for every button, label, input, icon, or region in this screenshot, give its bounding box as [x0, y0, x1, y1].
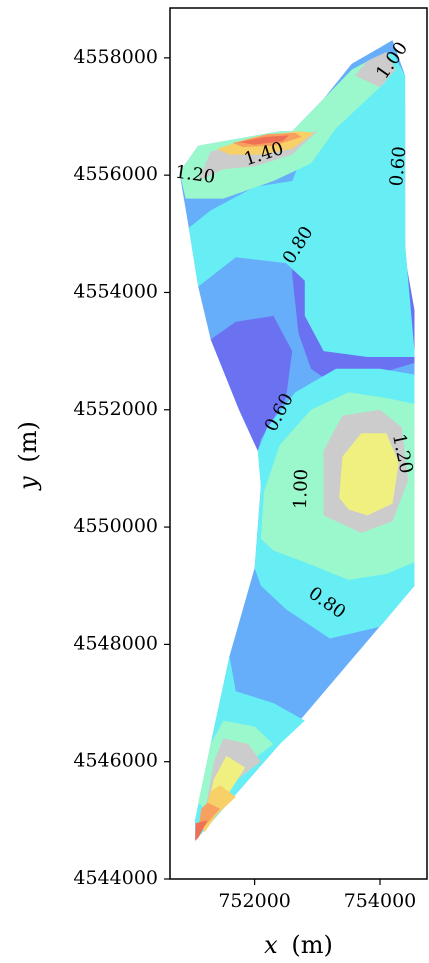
contour-region-4 [188, 52, 415, 357]
x-axis: 752000 754000 [218, 879, 416, 912]
y-axis-label-unit: (m) [14, 421, 42, 462]
x-tick-label-0: 752000 [218, 890, 291, 912]
contour-label-7: 1.00 [290, 469, 312, 510]
contour-region-2 [210, 315, 293, 451]
contour-region-19 [197, 802, 221, 840]
contour-region-14 [339, 433, 399, 516]
y-axis-label-var: y [14, 476, 42, 491]
y-tick-label-3: 4550000 [73, 515, 158, 537]
contour-fill-layer [179, 40, 415, 841]
y-tick-label-0: 4544000 [73, 867, 158, 889]
y-axis-label: y (m) [14, 421, 42, 491]
y-tick-label-1: 4546000 [73, 750, 158, 772]
x-axis-label: x (m) [264, 931, 333, 959]
y-tick-label-4: 4552000 [73, 398, 158, 420]
x-tick-label-1: 754000 [344, 890, 417, 912]
plot-frame [169, 7, 428, 880]
contour-region-21 [195, 820, 208, 841]
y-axis: 4544000 4546000 4548000 4550000 4552000 45540… [73, 46, 170, 889]
y-tick-label-6: 4556000 [73, 163, 158, 185]
contour-label-3: 1.20 [174, 162, 217, 188]
x-axis-label-var: x [264, 931, 278, 959]
x-axis-label-unit: (m) [291, 931, 332, 959]
y-tick-label-2: 4548000 [73, 632, 158, 654]
contour-label-1: 0.60 [386, 145, 410, 187]
contour-region-12 [354, 52, 396, 88]
y-tick-label-5: 4554000 [73, 280, 158, 302]
contour-region-20 [239, 135, 290, 145]
y-tick-label-7: 4558000 [73, 46, 158, 68]
